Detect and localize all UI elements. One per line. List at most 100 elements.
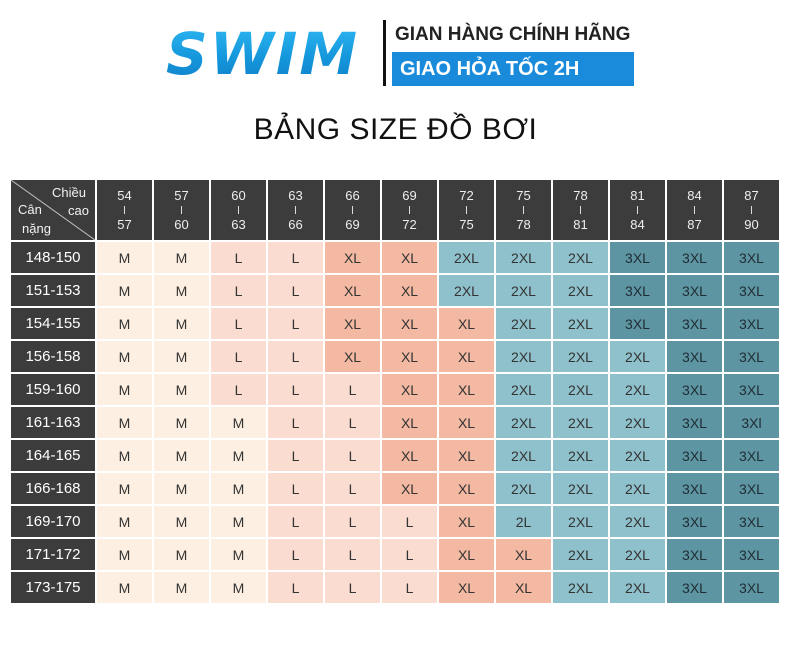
size-cell: L bbox=[325, 506, 380, 537]
size-cell: 3XL bbox=[610, 308, 665, 339]
size-cell: M bbox=[211, 473, 266, 504]
header-divider bbox=[383, 20, 386, 86]
size-cell: 2XL bbox=[553, 308, 608, 339]
row-header: 171-172 bbox=[11, 539, 95, 570]
size-cell: L bbox=[268, 242, 323, 273]
size-cell: M bbox=[154, 374, 209, 405]
size-cell: M bbox=[211, 572, 266, 603]
size-cell: 2XL bbox=[553, 506, 608, 537]
size-cell: M bbox=[154, 572, 209, 603]
size-cell: 3XL bbox=[667, 374, 722, 405]
size-cell: XL bbox=[439, 473, 494, 504]
column-header: 84 87 bbox=[667, 180, 722, 240]
size-cell: M bbox=[154, 308, 209, 339]
size-cell: XL bbox=[382, 374, 437, 405]
row-header: 159-160 bbox=[11, 374, 95, 405]
size-cell: M bbox=[97, 539, 152, 570]
size-cell: 3XL bbox=[724, 572, 779, 603]
size-cell: M bbox=[97, 473, 152, 504]
size-cell: XL bbox=[382, 473, 437, 504]
column-header: 63 66 bbox=[268, 180, 323, 240]
size-cell: L bbox=[268, 374, 323, 405]
size-cell: XL bbox=[496, 572, 551, 603]
size-cell: L bbox=[325, 572, 380, 603]
size-cell: M bbox=[97, 242, 152, 273]
size-cell: 2XL bbox=[553, 539, 608, 570]
size-cell: 2XL bbox=[610, 539, 665, 570]
table-corner-header: Chiều cao Cân nặng bbox=[11, 180, 95, 240]
size-cell: M bbox=[97, 275, 152, 306]
size-cell: 3XL bbox=[724, 440, 779, 471]
size-cell: 3Xl bbox=[724, 407, 779, 438]
column-header: 87 90 bbox=[724, 180, 779, 240]
size-cell: 2XL bbox=[553, 341, 608, 372]
column-header: 81 84 bbox=[610, 180, 665, 240]
size-cell: 2XL bbox=[553, 242, 608, 273]
column-header-to: 78 bbox=[516, 216, 531, 232]
size-cell: 2XL bbox=[496, 440, 551, 471]
size-cell: XL bbox=[439, 308, 494, 339]
column-header-from: 87 bbox=[744, 187, 759, 203]
size-cell: L bbox=[382, 506, 437, 537]
column-header-from: 60 bbox=[231, 187, 246, 203]
size-cell: 3XL bbox=[724, 275, 779, 306]
size-cell: XL bbox=[439, 572, 494, 603]
range-tick bbox=[751, 205, 752, 214]
size-cell: 3XL bbox=[667, 242, 722, 273]
range-tick bbox=[181, 205, 182, 214]
size-cell: 2XL bbox=[610, 440, 665, 471]
range-tick bbox=[466, 205, 467, 214]
size-cell: 2XL bbox=[553, 275, 608, 306]
size-cell: L bbox=[325, 374, 380, 405]
range-tick bbox=[124, 205, 125, 214]
column-header-to: 81 bbox=[573, 216, 588, 232]
column-header-to: 84 bbox=[630, 216, 645, 232]
corner-diagonal-line bbox=[11, 180, 95, 240]
size-cell: L bbox=[211, 308, 266, 339]
range-tick bbox=[238, 205, 239, 214]
size-cell: XL bbox=[439, 374, 494, 405]
column-header-from: 84 bbox=[687, 187, 702, 203]
size-cell: 3XL bbox=[724, 374, 779, 405]
size-cell: 3XL bbox=[724, 308, 779, 339]
size-cell: L bbox=[268, 473, 323, 504]
weight-label-unit: nặng bbox=[22, 221, 51, 236]
size-cell: 3XL bbox=[667, 506, 722, 537]
size-cell: 2XL bbox=[553, 572, 608, 603]
size-cell: 2XL bbox=[610, 473, 665, 504]
size-cell: XL bbox=[382, 242, 437, 273]
size-cell: XL bbox=[382, 440, 437, 471]
size-cell: 2XL bbox=[496, 407, 551, 438]
row-header: 156-158 bbox=[11, 341, 95, 372]
size-cell: 2XL bbox=[496, 341, 551, 372]
brand-header: SWIM GIAN HÀNG CHÍNH HÃNG GIAO HỎA TỐC 2… bbox=[0, 0, 791, 100]
size-cell: M bbox=[154, 440, 209, 471]
size-cell: M bbox=[211, 506, 266, 537]
size-cell: XL bbox=[439, 506, 494, 537]
size-cell: L bbox=[325, 440, 380, 471]
size-cell: 2XL bbox=[496, 473, 551, 504]
column-header: 57 60 bbox=[154, 180, 209, 240]
column-header-to: 69 bbox=[345, 216, 360, 232]
size-cell: 2XL bbox=[553, 374, 608, 405]
column-header-to: 72 bbox=[402, 216, 417, 232]
size-cell: 2XL bbox=[553, 407, 608, 438]
size-cell: M bbox=[154, 473, 209, 504]
range-tick bbox=[295, 205, 296, 214]
swim-logo: SWIM bbox=[166, 20, 360, 88]
size-cell: 3XL bbox=[610, 242, 665, 273]
size-cell: 2XL bbox=[610, 374, 665, 405]
column-header-from: 75 bbox=[516, 187, 531, 203]
size-cell: 2XL bbox=[496, 275, 551, 306]
size-cell: 3XL bbox=[724, 341, 779, 372]
size-cell: M bbox=[154, 506, 209, 537]
size-cell: 3XL bbox=[667, 308, 722, 339]
column-header-to: 63 bbox=[231, 216, 246, 232]
size-cell: XL bbox=[439, 539, 494, 570]
range-tick bbox=[694, 205, 695, 214]
size-cell: 2XL bbox=[610, 572, 665, 603]
size-cell: M bbox=[154, 539, 209, 570]
column-header: 69 72 bbox=[382, 180, 437, 240]
size-table: Chiều cao Cân nặng 54 57 57 60 60 63 63 66 66 69 6… bbox=[11, 180, 779, 603]
page-title: BẢNG SIZE ĐỒ BƠI bbox=[253, 113, 538, 146]
